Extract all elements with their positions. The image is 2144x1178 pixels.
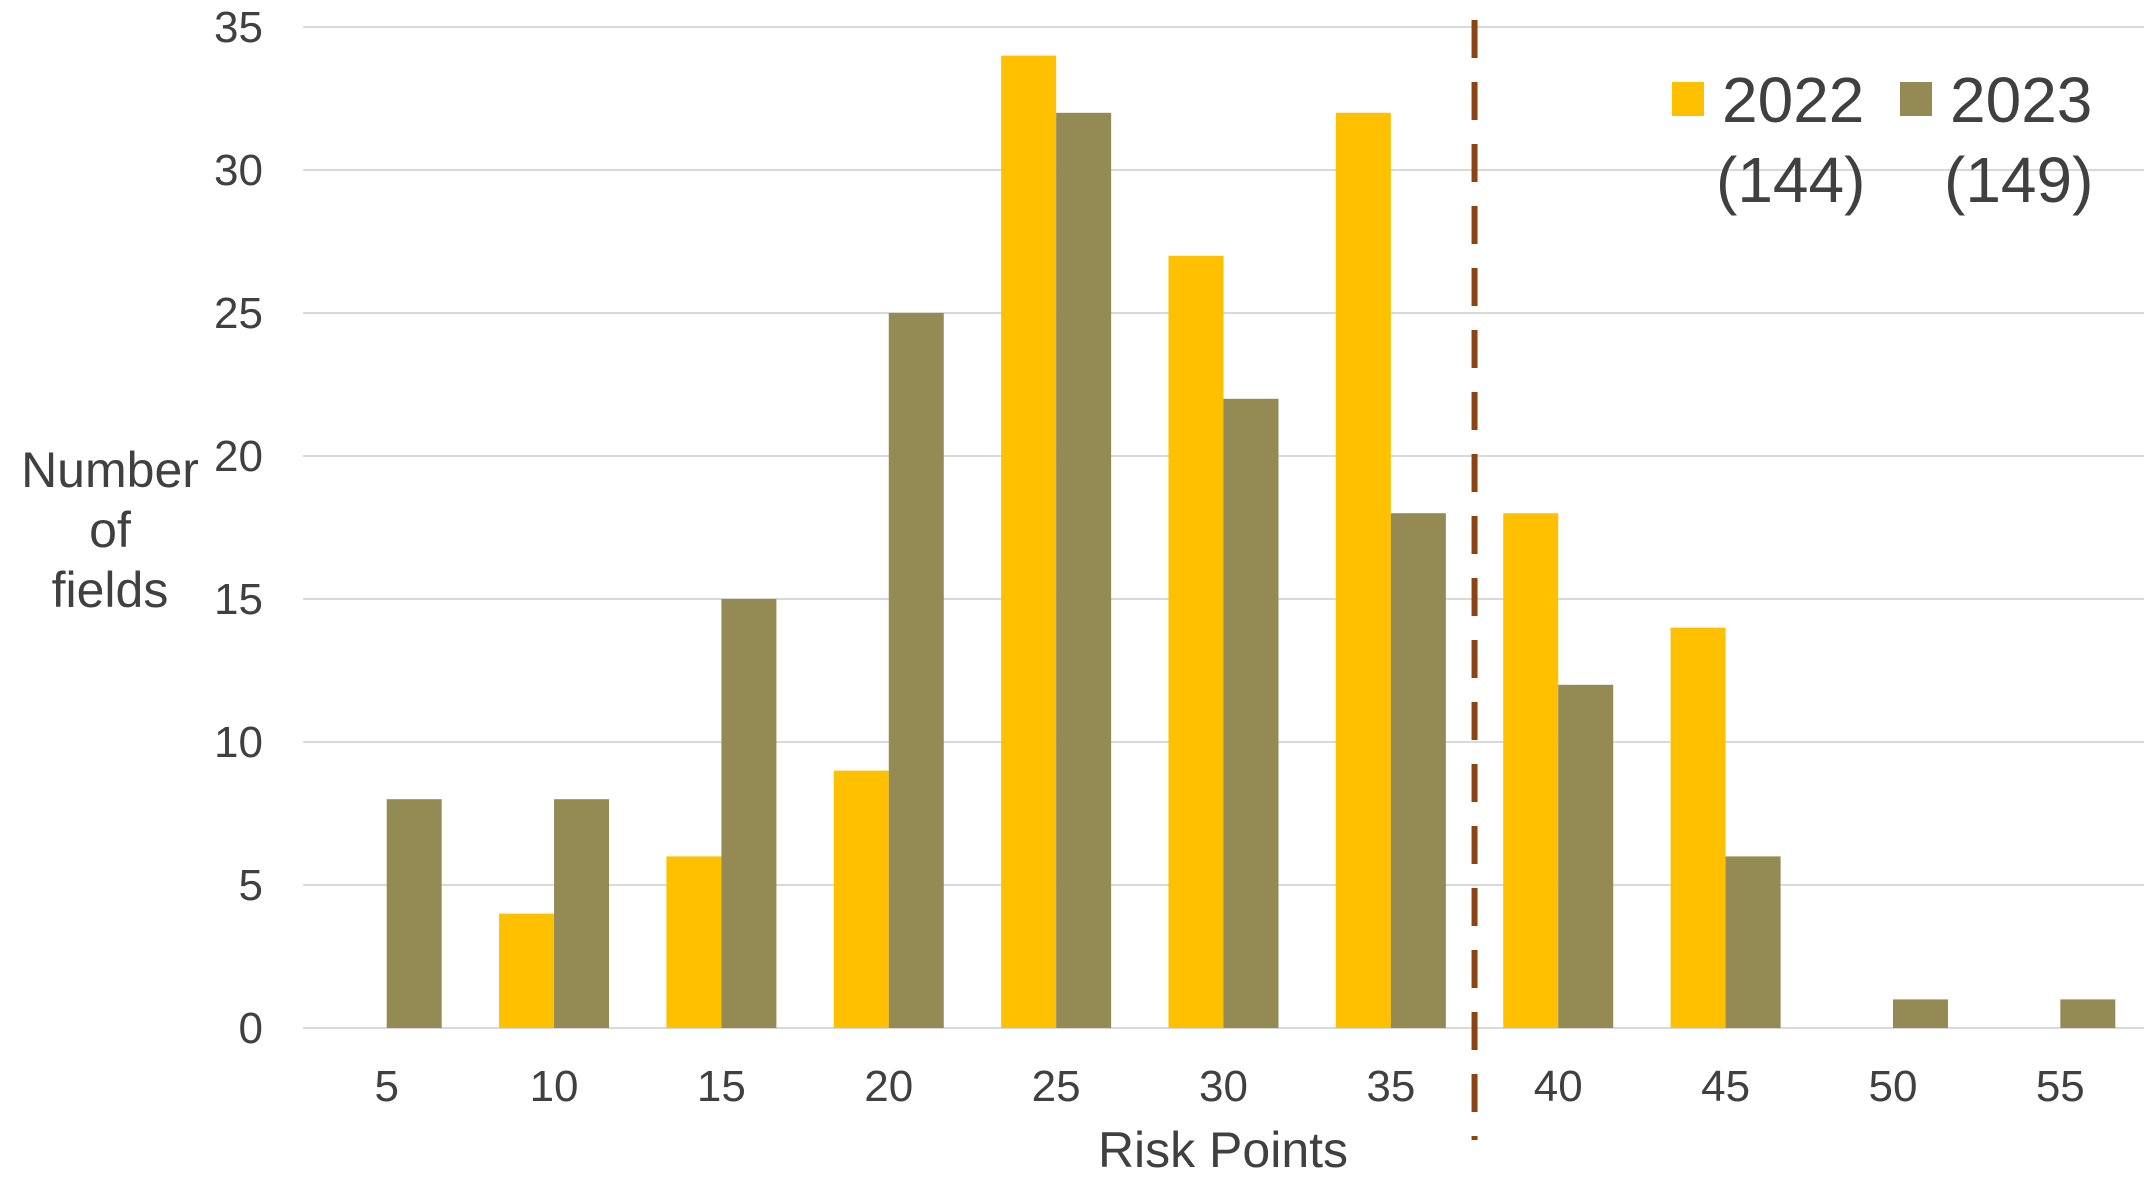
legend-count-2023: (149) [1944, 144, 2093, 216]
bar-2023-45 [1725, 856, 1781, 1028]
bar-2023-20 [888, 313, 944, 1028]
y-tick-label: 10 [214, 718, 263, 767]
bar-2022-45 [1670, 627, 1726, 1028]
x-tick-label: 50 [1868, 1062, 1917, 1111]
bar-2022-10 [499, 913, 555, 1028]
x-axis-ticks: 5 10 15 20 25 30 35 40 45 50 55 [374, 1062, 2084, 1111]
y-tick-label: 25 [214, 289, 263, 338]
legend-swatch-2022 [1672, 82, 1704, 116]
y-tick-label: 15 [214, 575, 263, 624]
x-tick-label: 5 [374, 1062, 398, 1111]
y-tick-label: 0 [239, 1004, 263, 1053]
bar-2023-5 [386, 799, 442, 1028]
y-axis-title-line: of [89, 502, 131, 558]
x-tick-label: 25 [1032, 1062, 1081, 1111]
x-tick-label: 10 [530, 1062, 579, 1111]
legend-count-2022: (144) [1716, 144, 1865, 216]
legend-swatch-2023 [1900, 82, 1932, 116]
bar-2023-30 [1223, 398, 1279, 1028]
y-tick-label: 30 [214, 146, 263, 195]
y-tick-label: 20 [214, 432, 263, 481]
x-tick-label: 15 [697, 1062, 746, 1111]
bar-2023-50 [1892, 999, 1948, 1028]
x-tick-label: 40 [1534, 1062, 1583, 1111]
legend-label-2023: 2023 [1950, 64, 2092, 136]
y-axis-title-line: fields [52, 562, 169, 618]
bar-2023-15 [721, 599, 777, 1028]
bar-2022-15 [666, 856, 722, 1028]
legend: 2022 (144) 2023 (149) [1672, 64, 2093, 216]
bar-2022-20 [833, 770, 889, 1028]
bar-2022-25 [1001, 55, 1057, 1029]
bar-2023-55 [2060, 999, 2116, 1028]
bar-2022-30 [1168, 255, 1224, 1029]
y-axis-ticks: 0 5 10 15 20 25 30 35 [214, 3, 263, 1053]
bar-2023-35 [1390, 513, 1446, 1028]
legend-label-2022: 2022 [1722, 64, 1864, 136]
bar-2023-40 [1558, 684, 1614, 1028]
y-axis-title-line: Number [21, 442, 199, 498]
bars [386, 55, 2116, 1029]
bar-2023-25 [1056, 112, 1112, 1029]
x-axis-title: Risk Points [1098, 1122, 1348, 1178]
x-tick-label: 45 [1701, 1062, 1750, 1111]
bar-2022-35 [1335, 112, 1391, 1029]
y-tick-label: 5 [239, 861, 263, 910]
bar-2023-10 [554, 799, 610, 1028]
x-tick-label: 35 [1366, 1062, 1415, 1111]
bar-2022-40 [1503, 513, 1559, 1028]
x-tick-label: 55 [2036, 1062, 2085, 1111]
y-tick-label: 35 [214, 3, 263, 52]
x-tick-label: 30 [1199, 1062, 1248, 1111]
x-tick-label: 20 [864, 1062, 913, 1111]
